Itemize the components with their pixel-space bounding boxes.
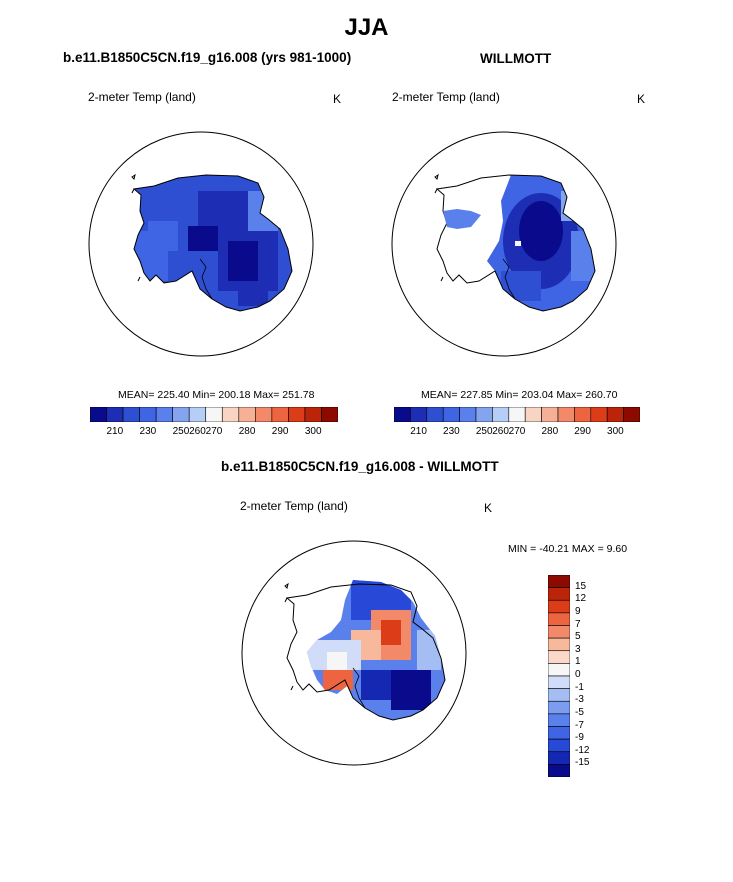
colorbar-box (459, 407, 477, 422)
main-title: JJA (344, 14, 389, 41)
colorbar-tick-label: 270 (205, 426, 223, 437)
colorbar-box (426, 407, 444, 422)
panel1-variable-label: 2-meter Temp (land) (88, 90, 196, 104)
colorbar-level-label: 12 (575, 593, 587, 605)
colorbar-box (548, 751, 570, 765)
colorbar-box (548, 637, 570, 652)
colorbar-tick-label: 290 (574, 426, 591, 437)
colorbar-box (548, 625, 570, 639)
colorbar-box (304, 407, 322, 422)
panel3-stats: MIN = -40.21 MAX = 9.60 (508, 543, 628, 555)
panel2-stats: MEAN= 227.85 Min= 203.04 Max= 260.70 (421, 389, 618, 401)
panel2-units-label: K (637, 92, 646, 106)
colorbar-level-label: -3 (575, 694, 584, 706)
panel3-variable-label: 2-meter Temp (land) (240, 499, 348, 513)
colorbar-box (590, 407, 608, 422)
panel1-units-label: K (333, 92, 342, 106)
colorbar-level-label: -5 (575, 706, 584, 718)
panel3-title: b.e11.B1850C5CN.f19_g16.008 - WILLMOTT (221, 459, 499, 474)
colorbar-box (188, 407, 207, 422)
colorbar-box (548, 726, 570, 740)
colorbar-box (548, 650, 570, 664)
colorbar-box (548, 738, 570, 753)
colorbar-level-label: -1 (575, 681, 584, 693)
colorbar-tick-label: 210 (410, 426, 427, 437)
colorbar-tick-label: 280 (541, 426, 559, 437)
colorbar-tick-label: 300 (304, 426, 322, 437)
colorbar-box (90, 407, 107, 422)
colorbar-box (122, 407, 140, 422)
colorbar-box (394, 407, 411, 422)
panel3-units-label: K (484, 501, 493, 515)
colorbar-box (548, 599, 570, 614)
colorbar-tick-label: 300 (607, 426, 624, 437)
colorbar-level-label: 3 (575, 643, 581, 655)
colorbar-box (548, 587, 570, 601)
colorbar-box (321, 407, 338, 422)
panel2-colorbar-ticks: 210 230 250 260 270 280 290 300 (394, 426, 640, 440)
colorbar-box (106, 407, 124, 422)
colorbar-box (410, 407, 428, 422)
colorbar-level-label: -15 (575, 757, 590, 769)
panel1-stats: MEAN= 225.40 Min= 200.18 Max= 251.78 (118, 389, 315, 401)
colorbar-tick-label: 290 (271, 426, 289, 437)
colorbar-level-label: -7 (575, 719, 584, 731)
colorbar-level-label: 15 (575, 580, 587, 592)
colorbar-box (205, 407, 223, 422)
colorbar-box (541, 407, 559, 422)
colorbar-tick-label: 230 (443, 426, 460, 437)
colorbar-box (238, 407, 256, 422)
colorbar-box (492, 407, 510, 422)
colorbar-box (548, 575, 570, 588)
colorbar-box (548, 675, 570, 689)
colorbar-tick-label: 210 (106, 426, 124, 437)
panel1-title: b.e11.B1850C5CN.f19_g16.008 (yrs 981-100… (63, 50, 352, 65)
panel1-colorbar (90, 407, 338, 422)
colorbar-tick-label: 260 (189, 426, 206, 437)
colorbar-box (548, 713, 570, 727)
colorbar-box (557, 407, 575, 422)
colorbar-level-label: 7 (575, 618, 581, 630)
colorbar-level-label: -12 (575, 744, 590, 756)
colorbar-box (288, 407, 306, 422)
panel2-map (391, 131, 617, 357)
colorbar-box (548, 612, 570, 626)
colorbar-box (548, 663, 570, 677)
colorbar-box (271, 407, 289, 422)
panel1-map (88, 131, 314, 357)
colorbar-box (221, 407, 240, 422)
colorbar-level-label: -9 (575, 732, 584, 744)
colorbar-box (548, 688, 570, 702)
colorbar-tick-label: 230 (139, 426, 157, 437)
panel2-colorbar (394, 407, 640, 422)
colorbar-tick-label: 250 (172, 426, 190, 437)
colorbar-level-label: 9 (575, 605, 581, 617)
panel3-map (241, 540, 467, 766)
colorbar-box (548, 700, 570, 715)
colorbar-box (139, 407, 157, 422)
colorbar-box (574, 407, 592, 422)
colorbar-box (442, 407, 460, 422)
colorbar-box (623, 407, 640, 422)
panel3-colorbar (548, 575, 570, 777)
colorbar-box (475, 407, 493, 422)
colorbar-level-label: 5 (575, 631, 581, 643)
colorbar-box (548, 764, 570, 777)
colorbar-level-label: 1 (575, 656, 581, 668)
colorbar-tick-label: 280 (238, 426, 256, 437)
colorbar-box (255, 407, 273, 422)
colorbar-tick-label: 260 (492, 426, 509, 437)
colorbar-tick-label: 270 (508, 426, 526, 437)
colorbar-box (172, 407, 190, 422)
colorbar-box (155, 407, 173, 422)
panel3-colorbar-labels: 15 12 9 7 5 3 1 0 -1 -3 -5 -7 -9 -12 -15 (575, 575, 605, 777)
colorbar-box (508, 407, 526, 422)
colorbar-tick-label: 250 (475, 426, 493, 437)
panel2-variable-label: 2-meter Temp (land) (392, 90, 500, 104)
colorbar-box (606, 407, 624, 422)
colorbar-level-label: 0 (575, 669, 581, 680)
panel2-title: WILLMOTT (480, 51, 552, 66)
panel1-colorbar-ticks: 210 230 250 260 270 280 290 300 (90, 426, 338, 440)
colorbar-box (524, 407, 542, 422)
